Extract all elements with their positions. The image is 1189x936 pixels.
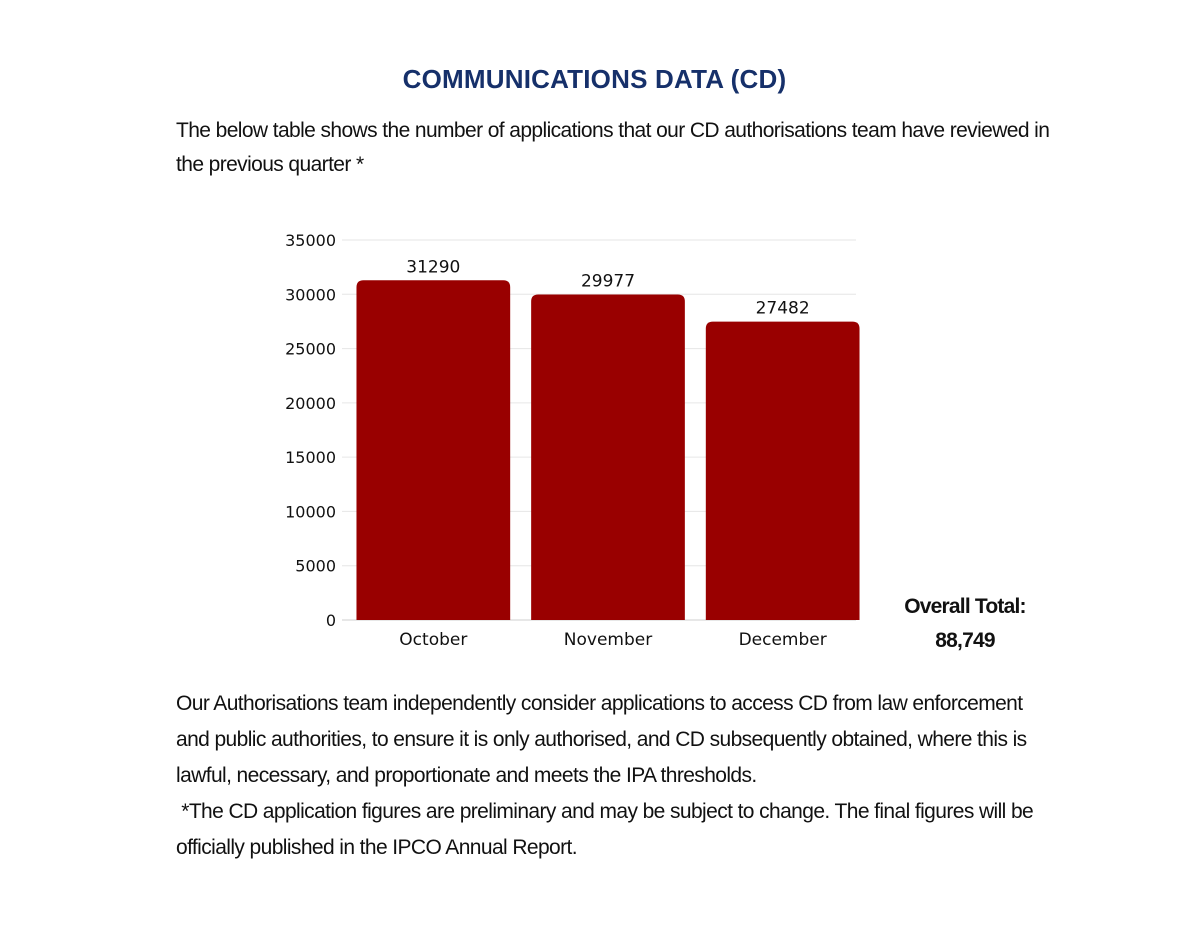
y-tick-label: 25000 [285,340,336,359]
bar-october [356,280,511,620]
bar-december [705,321,860,620]
bars [356,280,860,620]
x-tick-label: December [739,630,827,650]
data-labels: 31290 29977 27482 [406,257,809,318]
y-tick-label: 20000 [285,394,336,413]
y-axis-ticks: 0 5000 10000 15000 20000 25000 30000 35000 [285,231,336,630]
data-label: 29977 [581,272,635,292]
y-tick-label: 35000 [285,231,336,250]
overall-total-label: Overall Total: [904,595,1026,618]
footer-text: Our Authorisations team independently co… [176,686,1056,866]
y-tick-label: 5000 [295,557,336,576]
page-title: COMMUNICATIONS DATA (CD) [402,64,787,94]
x-axis-ticks: October November December [399,630,826,650]
intro-text: The below table shows the number of appl… [176,119,1050,176]
x-tick-label: November [564,630,652,650]
x-tick-label: October [399,630,467,650]
data-label: 27482 [756,299,810,319]
y-tick-label: 0 [326,611,336,630]
y-tick-label: 30000 [285,285,336,304]
footer-paragraph: Our Authorisations team independently co… [176,692,1027,787]
y-tick-label: 10000 [285,502,336,521]
y-tick-label: 15000 [285,448,336,467]
overall-total: Overall Total: 88,749 [880,590,1050,658]
footer-note: *The CD application figures are prelimin… [176,800,1039,859]
overall-total-value: 88,749 [935,629,995,652]
data-label: 31290 [406,257,460,277]
bar-november [531,294,685,620]
